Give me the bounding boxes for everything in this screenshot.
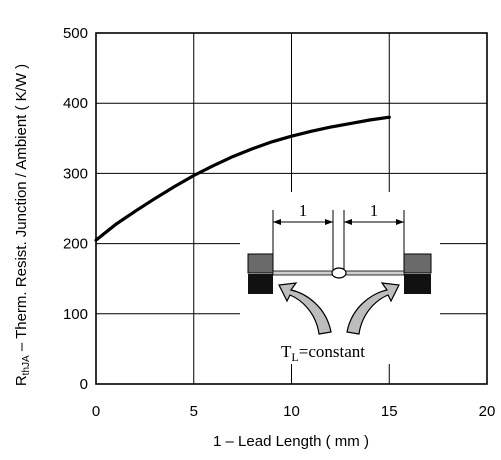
x-axis-label: 1 – Lead Length ( mm ) xyxy=(213,433,369,450)
curved-arrow-left xyxy=(278,282,332,335)
x-tick-label: 15 xyxy=(381,403,398,420)
arrowhead xyxy=(396,219,404,225)
clamp-right-top xyxy=(403,253,432,274)
arrowhead xyxy=(273,219,281,225)
dimension-label-left: 1 xyxy=(299,201,308,220)
clamp-left-top xyxy=(247,253,274,274)
y-tick-label: 300 xyxy=(63,165,88,182)
y-ticks: 0 100 200 300 400 500 xyxy=(63,25,88,393)
y-axis-label-sub: thJA xyxy=(21,355,32,375)
y-axis-label-rest: – Therm. Resist. Junction / Ambient ( K/… xyxy=(13,64,30,355)
y-tick-label: 200 xyxy=(63,236,88,253)
clamp-right-bottom xyxy=(404,274,431,294)
x-ticks: 0 5 10 15 20 xyxy=(92,403,496,420)
y-axis-label-main: R xyxy=(13,375,30,386)
series-line xyxy=(94,115,391,242)
x-tick-label: 10 xyxy=(283,403,300,420)
arrowhead xyxy=(344,219,352,225)
curved-arrow-right xyxy=(346,282,400,335)
component-body xyxy=(331,267,347,279)
inset: 1 1 TL=constant xyxy=(240,192,440,364)
y-tick-label: 400 xyxy=(63,95,88,112)
plot-frame xyxy=(95,32,488,385)
clamp-left-bottom xyxy=(248,274,273,294)
condition-label-rest: =constant xyxy=(299,342,366,361)
x-tick-label: 0 xyxy=(92,403,100,420)
x-tick-label: 20 xyxy=(479,403,496,420)
y-tick-label: 500 xyxy=(63,25,88,42)
x-tick-label: 5 xyxy=(190,403,198,420)
y-tick-label: 0 xyxy=(80,376,88,393)
dimension-label-right: 1 xyxy=(370,201,379,220)
y-axis-label: RthJA – Therm. Resist. Junction / Ambien… xyxy=(13,64,32,386)
condition-label-sub: L xyxy=(291,350,298,364)
arrowhead xyxy=(325,219,333,225)
condition-label: TL=constant xyxy=(281,342,365,364)
y-tick-label: 100 xyxy=(63,306,88,323)
condition-label-main: T xyxy=(281,342,292,361)
